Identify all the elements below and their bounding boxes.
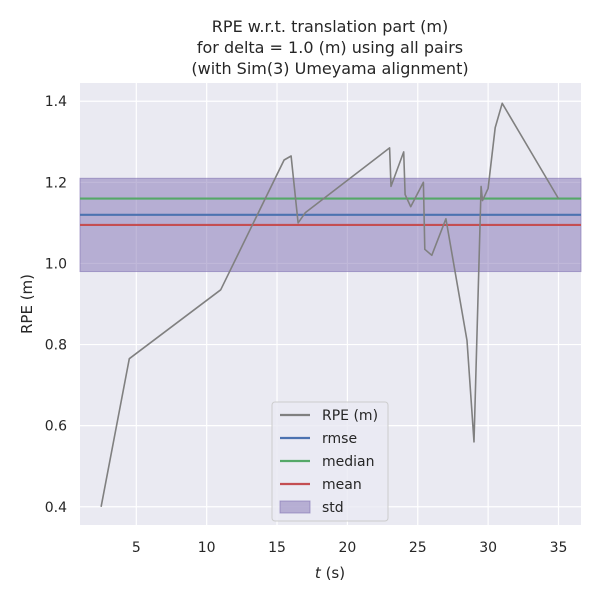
legend-std-label: std <box>322 500 344 516</box>
x-tick-label: 5 <box>132 540 141 556</box>
x-tick-label: 20 <box>338 540 356 556</box>
x-axis-label: t (s) <box>315 564 345 582</box>
y-tick-label: 0.4 <box>45 500 67 516</box>
stat-lines-layer <box>80 197 581 227</box>
legend-rpe-label: RPE (m) <box>322 408 378 424</box>
legend-median-label: median <box>322 454 374 470</box>
x-tick-label: 10 <box>198 540 216 556</box>
legend-rmse-label: rmse <box>322 431 357 447</box>
legend-std-swatch <box>279 500 311 514</box>
x-tick-label: 30 <box>479 540 497 556</box>
legend-items: RPE (m) rmse median mean std <box>279 408 378 516</box>
series-layer <box>100 102 560 507</box>
y-tick-label: 1.2 <box>45 175 67 191</box>
chart-title: RPE w.r.t. translation part (m) for delt… <box>191 17 468 78</box>
rpe-series-line <box>100 102 560 507</box>
x-axis-ticks: 5 10 15 20 25 30 35 <box>132 540 568 556</box>
y-axis-label: RPE (m) <box>18 274 36 334</box>
chart-title-line-3: (with Sim(3) Umeyama alignment) <box>191 59 468 78</box>
x-axis-label-unit: (s) <box>321 564 345 582</box>
x-tick-label: 25 <box>409 540 427 556</box>
legend-frame <box>271 401 389 522</box>
y-tick-label: 1.4 <box>45 94 67 110</box>
legend: RPE (m) rmse median mean std <box>271 401 389 522</box>
y-axis-ticks: 0.4 0.6 0.8 1.0 1.2 1.4 <box>45 94 67 516</box>
y-tick-label: 0.8 <box>45 338 67 354</box>
legend-mean-label: mean <box>322 477 362 493</box>
y-tick-label: 0.6 <box>45 419 67 435</box>
chart-title-line-1: RPE w.r.t. translation part (m) <box>212 17 448 36</box>
chart-title-line-2: for delta = 1.0 (m) using all pairs <box>197 38 463 57</box>
x-tick-label: 35 <box>550 540 568 556</box>
y-tick-label: 1.0 <box>45 256 67 272</box>
x-tick-label: 15 <box>268 540 286 556</box>
x-axis-label-var: t <box>315 564 322 582</box>
